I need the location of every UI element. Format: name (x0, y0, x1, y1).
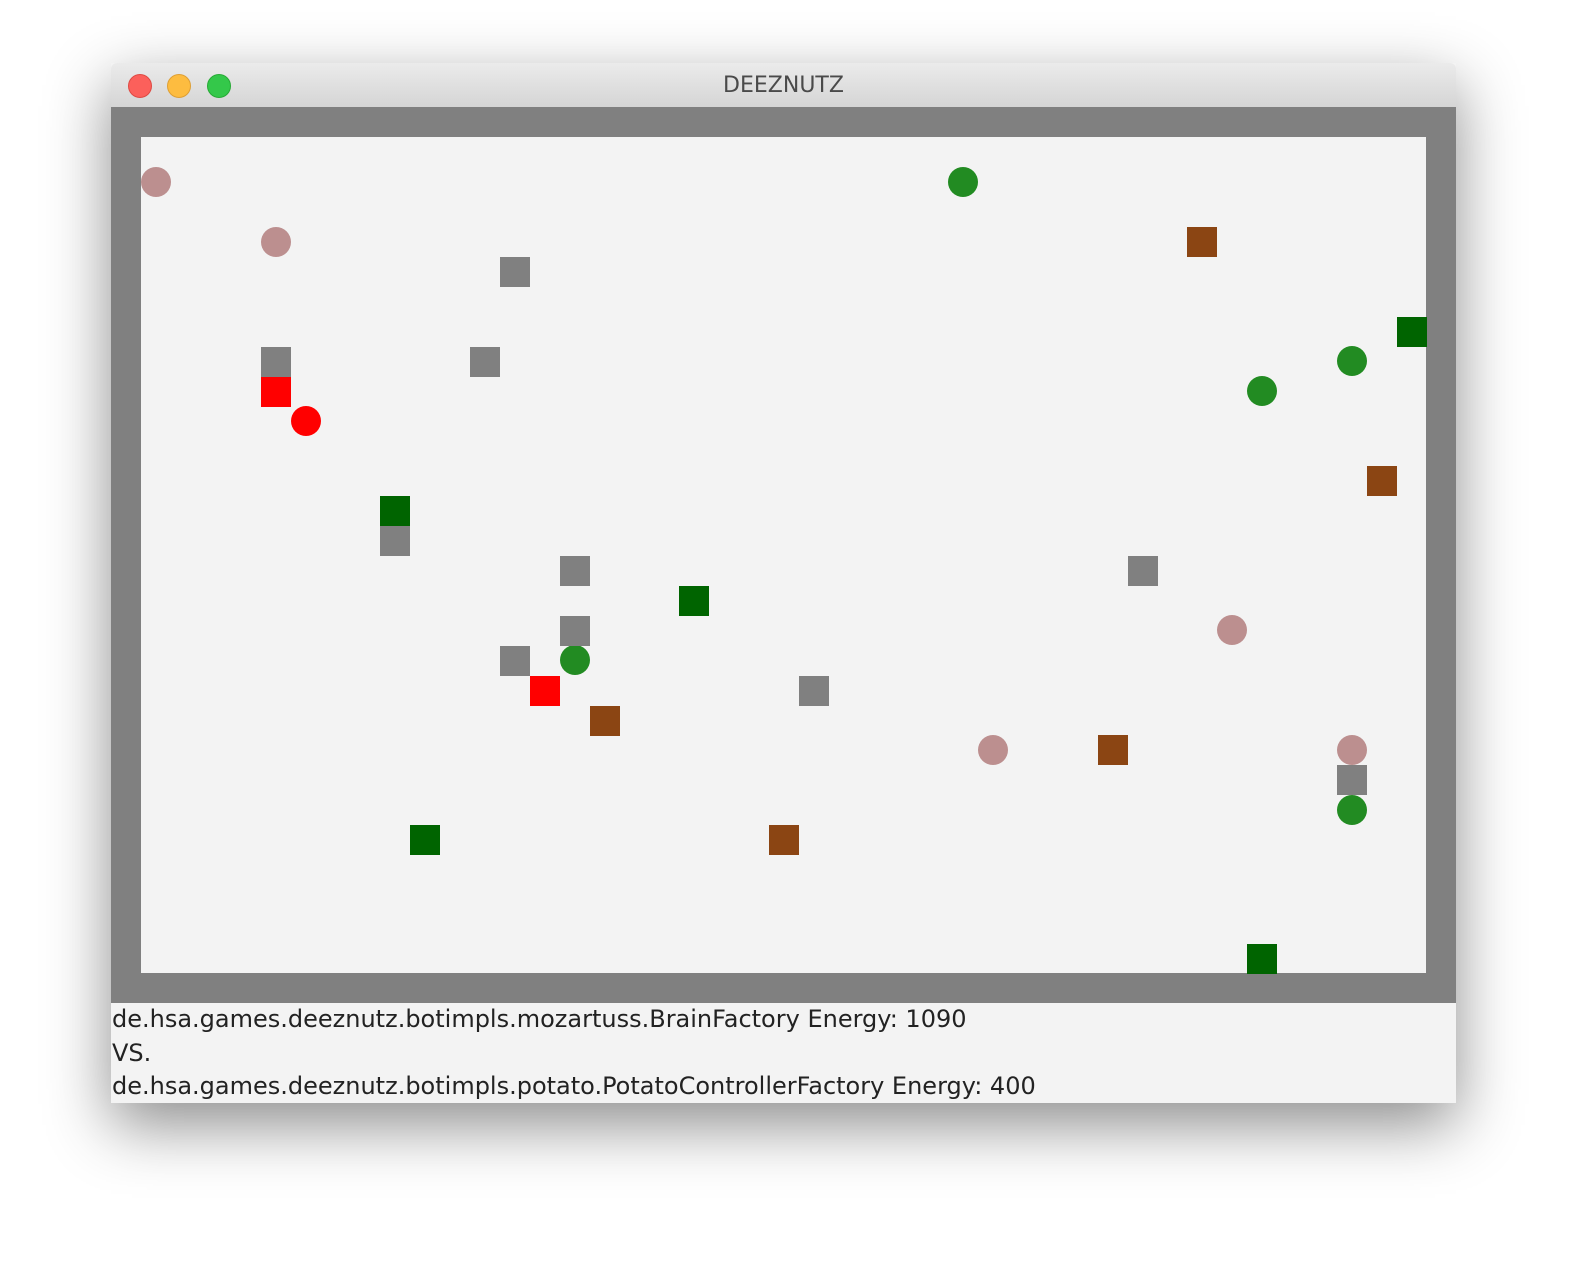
bot (291, 406, 321, 436)
tile (530, 676, 560, 706)
tile (1247, 944, 1277, 974)
zoom-button[interactable] (207, 74, 231, 98)
bot (261, 227, 291, 257)
minimize-button[interactable] (167, 74, 191, 98)
tile (1397, 317, 1427, 347)
tile (500, 646, 530, 676)
tile (1098, 735, 1128, 765)
window-title: DEEZNUTZ (723, 73, 844, 98)
bot (141, 167, 171, 197)
tile (470, 347, 500, 377)
tile (261, 347, 291, 377)
tile (679, 586, 709, 616)
pieces (141, 167, 1427, 974)
bot (948, 167, 978, 197)
title-bar: DEEZNUTZ (111, 63, 1456, 108)
status-panel: de.hsa.games.deeznutz.botimpls.mozartuss… (112, 1003, 1036, 1104)
tile (261, 377, 291, 407)
game-board (141, 137, 1427, 974)
status-line: VS. (112, 1038, 152, 1067)
tile (1187, 227, 1217, 257)
tile (1337, 765, 1367, 795)
game-frame (111, 107, 1456, 1003)
status-line: de.hsa.games.deeznutz.botimpls.potato.Po… (112, 1072, 1036, 1100)
tile (380, 526, 410, 556)
tile (380, 496, 410, 526)
tile (590, 706, 620, 736)
status-line: de.hsa.games.deeznutz.botimpls.mozartuss… (112, 1005, 967, 1033)
bot (1337, 735, 1367, 765)
close-button[interactable] (128, 74, 152, 98)
bot (560, 645, 590, 675)
bot (1337, 346, 1367, 376)
tile (560, 556, 590, 586)
bot (1247, 376, 1277, 406)
tile (410, 825, 440, 855)
tile (560, 616, 590, 646)
tile (1367, 466, 1397, 496)
tile (1128, 556, 1158, 586)
window: DEEZNUTZ de.hsa.games.deeznutz.botimpls.… (111, 63, 1456, 1103)
bot (978, 735, 1008, 765)
tile (769, 825, 799, 855)
tile (500, 257, 530, 287)
bot (1217, 615, 1247, 645)
tile (799, 676, 829, 706)
bot (1337, 795, 1367, 825)
